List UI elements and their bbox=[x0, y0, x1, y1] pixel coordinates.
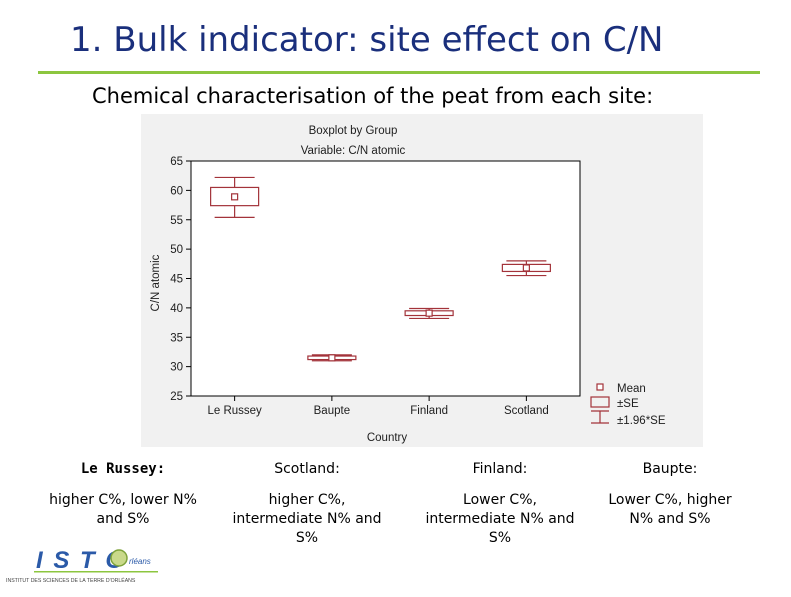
legend-label: ±SE bbox=[617, 398, 639, 410]
x-tick-label: Le Russey bbox=[207, 405, 262, 417]
logo-globe-icon bbox=[110, 549, 128, 567]
chart-panel: Boxplot by Group Variable: C/N atomic C/… bbox=[141, 114, 703, 447]
logo-rule bbox=[34, 571, 158, 573]
y-tick-label: 65 bbox=[170, 156, 183, 168]
site-heading-finland: Finland: bbox=[472, 461, 528, 477]
x-axis-label: Country bbox=[367, 432, 408, 444]
y-tick-label: 35 bbox=[170, 332, 183, 344]
site-desc-baupte: Lower C%, higher N% and S% bbox=[608, 492, 732, 527]
legend-label: ±1.96*SE bbox=[617, 415, 666, 427]
x-tick-label: Finland bbox=[410, 405, 448, 417]
mean-marker bbox=[231, 193, 239, 201]
x-tick-label: Baupte bbox=[314, 405, 350, 417]
mean-marker bbox=[425, 309, 433, 317]
x-tick-label: Scotland bbox=[504, 405, 549, 417]
y-tick-label: 50 bbox=[170, 244, 183, 256]
slide-title: 1. Bulk indicator: site effect on C/N bbox=[70, 20, 664, 60]
y-tick-label: 60 bbox=[170, 185, 183, 197]
mean-marker bbox=[328, 354, 336, 362]
y-tick-label: 25 bbox=[170, 391, 183, 403]
mean-marker bbox=[522, 264, 530, 272]
y-tick-label: 40 bbox=[170, 303, 183, 315]
boxplot-chart: Boxplot by Group Variable: C/N atomic C/… bbox=[150, 125, 666, 444]
site-heading-scotland: Scotland: bbox=[274, 461, 340, 477]
site-desc-le-russey: higher C%, lower N% and S% bbox=[49, 492, 197, 527]
y-tick-label: 30 bbox=[170, 362, 183, 374]
isto-logo: I S T O rléans INSTITUT DES SCIENCES DE … bbox=[6, 544, 166, 586]
slide-subtitle: Chemical characterisation of the peat fr… bbox=[92, 84, 654, 108]
site-heading-baupte: Baupte: bbox=[642, 461, 698, 477]
legend-se-box bbox=[590, 396, 610, 408]
logo-tagline: INSTITUT DES SCIENCES DE LA TERRE D'ORLÉ… bbox=[6, 577, 136, 584]
title-rule bbox=[38, 71, 760, 74]
chart-title: Boxplot by Group bbox=[309, 125, 398, 137]
logo-mark: I S T O bbox=[36, 547, 126, 574]
site-desc-scotland: higher C%, intermediate N% and S% bbox=[232, 492, 382, 546]
y-axis-label: C/N atomic bbox=[150, 254, 162, 311]
site-heading-le-russey: Le Russey: bbox=[80, 461, 166, 477]
y-tick-label: 55 bbox=[170, 215, 183, 227]
y-tick-label: 45 bbox=[170, 274, 183, 286]
se-box bbox=[210, 186, 260, 207]
chart-subtitle: Variable: C/N atomic bbox=[301, 145, 406, 157]
site-desc-finland: Lower C%, intermediate N% and S% bbox=[425, 492, 575, 546]
legend-mean-marker bbox=[596, 383, 604, 391]
legend-label: Mean bbox=[617, 383, 646, 395]
logo-script: rléans bbox=[129, 557, 151, 566]
plot-area bbox=[190, 160, 581, 397]
